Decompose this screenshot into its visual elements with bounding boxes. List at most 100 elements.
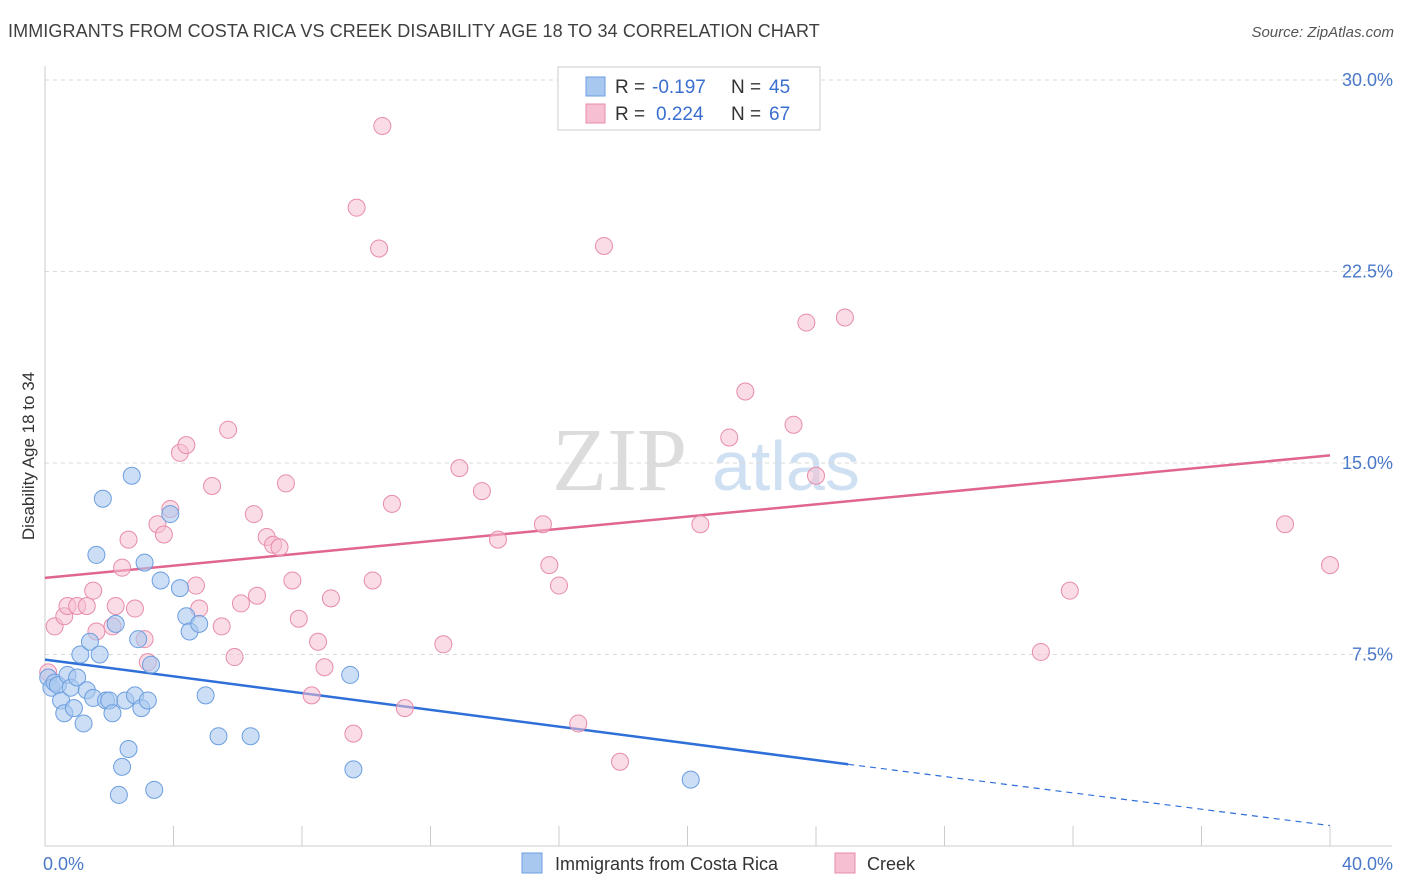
creek-point-51 bbox=[540, 556, 559, 575]
creek-point-32 bbox=[276, 474, 295, 493]
legend-r-value-1: -0.197 bbox=[652, 77, 706, 98]
costa-rica-point-44 bbox=[344, 760, 363, 779]
bottom-legend: Immigrants from Costa Rica Creek bbox=[521, 852, 916, 874]
creek-point-42 bbox=[370, 239, 389, 258]
costa-rica-point-21 bbox=[106, 614, 125, 633]
creek-point-28 bbox=[248, 586, 267, 605]
creek-points bbox=[39, 116, 1339, 771]
creek-point-43 bbox=[373, 116, 392, 135]
y-tick-label-2: 22.5% bbox=[1342, 262, 1393, 282]
creek-point-54 bbox=[594, 236, 613, 255]
creek-point-59 bbox=[784, 415, 803, 434]
costa-rica-point-15 bbox=[87, 545, 106, 564]
legend-n-value-1: 45 bbox=[769, 77, 790, 98]
bottom-legend-swatch-costa-rica bbox=[521, 852, 543, 874]
creek-point-57 bbox=[720, 428, 739, 447]
costa-rica-points bbox=[39, 466, 700, 804]
legend-r-label-1: R = bbox=[615, 77, 645, 98]
costa-rica-point-32 bbox=[142, 655, 161, 674]
bottom-legend-swatch-creek bbox=[834, 852, 856, 874]
costa-rica-point-8 bbox=[64, 699, 83, 718]
legend-r-label-2: R = bbox=[615, 104, 645, 125]
bottom-legend-label-creek: Creek bbox=[867, 854, 916, 874]
watermark: ZIP atlas bbox=[552, 411, 860, 510]
source-credit: Source: ZipAtlas.com bbox=[1251, 24, 1394, 41]
costa-rica-point-22 bbox=[109, 785, 128, 804]
creek-point-24 bbox=[219, 420, 238, 439]
creek-point-12 bbox=[125, 599, 144, 618]
costa-rica-point-39 bbox=[190, 614, 209, 633]
costa-rica-trend-extension bbox=[848, 763, 1331, 827]
costa-rica-point-13 bbox=[80, 632, 99, 651]
costa-rica-point-42 bbox=[241, 727, 260, 746]
y-tick-labels: 7.5% 15.0% 22.5% 30.0% bbox=[1342, 70, 1393, 665]
creek-point-27 bbox=[244, 505, 263, 524]
creek-point-61 bbox=[807, 466, 825, 485]
watermark-zip: ZIP bbox=[552, 411, 687, 510]
creek-point-44 bbox=[382, 494, 401, 513]
costa-rica-point-43 bbox=[341, 665, 360, 684]
creek-point-38 bbox=[321, 589, 340, 608]
creek-point-5 bbox=[77, 596, 96, 615]
creek-point-47 bbox=[450, 459, 469, 478]
x-tick-labels: 0.0% 40.0% bbox=[43, 854, 1393, 874]
gridlines bbox=[45, 79, 1392, 655]
legend-swatch-creek bbox=[585, 103, 606, 124]
creek-point-62 bbox=[835, 308, 854, 327]
creek-point-56 bbox=[691, 515, 710, 534]
legend-swatch-costa-rica bbox=[585, 76, 606, 97]
costa-rica-trend-line bbox=[44, 658, 849, 766]
legend-n-label-1: N = bbox=[731, 77, 761, 98]
x-tick-label-0: 0.0% bbox=[43, 854, 84, 874]
creek-point-41 bbox=[363, 571, 382, 590]
creek-point-49 bbox=[488, 530, 507, 549]
legend-n-value-2: 67 bbox=[769, 104, 790, 125]
creek-point-6 bbox=[84, 581, 103, 600]
creek-trend-line bbox=[44, 454, 1331, 580]
costa-rica-point-30 bbox=[135, 553, 154, 572]
creek-point-36 bbox=[309, 632, 328, 651]
creek-point-10 bbox=[113, 558, 132, 577]
y-tick-label-0: 7.5% bbox=[1352, 645, 1393, 665]
bottom-legend-label-costa-rica: Immigrants from Costa Rica bbox=[555, 854, 779, 874]
creek-point-9 bbox=[106, 596, 125, 615]
creek-point-58 bbox=[736, 382, 755, 401]
creek-point-33 bbox=[283, 571, 302, 590]
creek-point-11 bbox=[119, 530, 138, 549]
costa-rica-point-25 bbox=[119, 739, 138, 758]
y-tick-label-1: 15.0% bbox=[1342, 453, 1393, 473]
costa-rica-point-33 bbox=[145, 780, 164, 799]
creek-point-64 bbox=[1060, 581, 1079, 600]
creek-point-19 bbox=[177, 436, 196, 455]
creek-point-37 bbox=[315, 658, 334, 677]
creek-point-25 bbox=[225, 648, 244, 667]
legend: R = -0.197 N = 45 R = 0.224 N = 67 bbox=[557, 66, 821, 131]
creek-point-26 bbox=[231, 594, 250, 613]
costa-rica-point-36 bbox=[170, 579, 189, 598]
creek-point-34 bbox=[289, 609, 308, 628]
creek-point-50 bbox=[533, 515, 552, 534]
creek-point-48 bbox=[472, 482, 491, 501]
legend-n-label-2: N = bbox=[731, 104, 761, 125]
creek-point-31 bbox=[270, 538, 289, 557]
creek-point-46 bbox=[434, 635, 453, 654]
costa-rica-point-10 bbox=[71, 645, 90, 664]
costa-rica-point-28 bbox=[129, 630, 148, 649]
creek-point-65 bbox=[1276, 515, 1295, 534]
costa-rica-point-41 bbox=[209, 727, 228, 746]
costa-rica-point-31 bbox=[138, 691, 157, 710]
costa-rica-point-23 bbox=[113, 757, 132, 776]
creek-point-63 bbox=[1031, 642, 1050, 661]
chart-title: IMMIGRANTS FROM COSTA RICA VS CREEK DISA… bbox=[8, 21, 820, 41]
costa-rica-point-9 bbox=[68, 668, 87, 687]
costa-rica-point-34 bbox=[151, 571, 170, 590]
costa-rica-point-17 bbox=[93, 489, 112, 508]
creek-point-20 bbox=[186, 576, 205, 595]
creek-point-39 bbox=[344, 724, 363, 743]
creek-point-53 bbox=[569, 714, 588, 733]
x-tick-label-1: 40.0% bbox=[1342, 854, 1393, 874]
costa-rica-point-20 bbox=[103, 704, 122, 723]
creek-point-60 bbox=[797, 313, 816, 332]
axes bbox=[44, 66, 1392, 847]
